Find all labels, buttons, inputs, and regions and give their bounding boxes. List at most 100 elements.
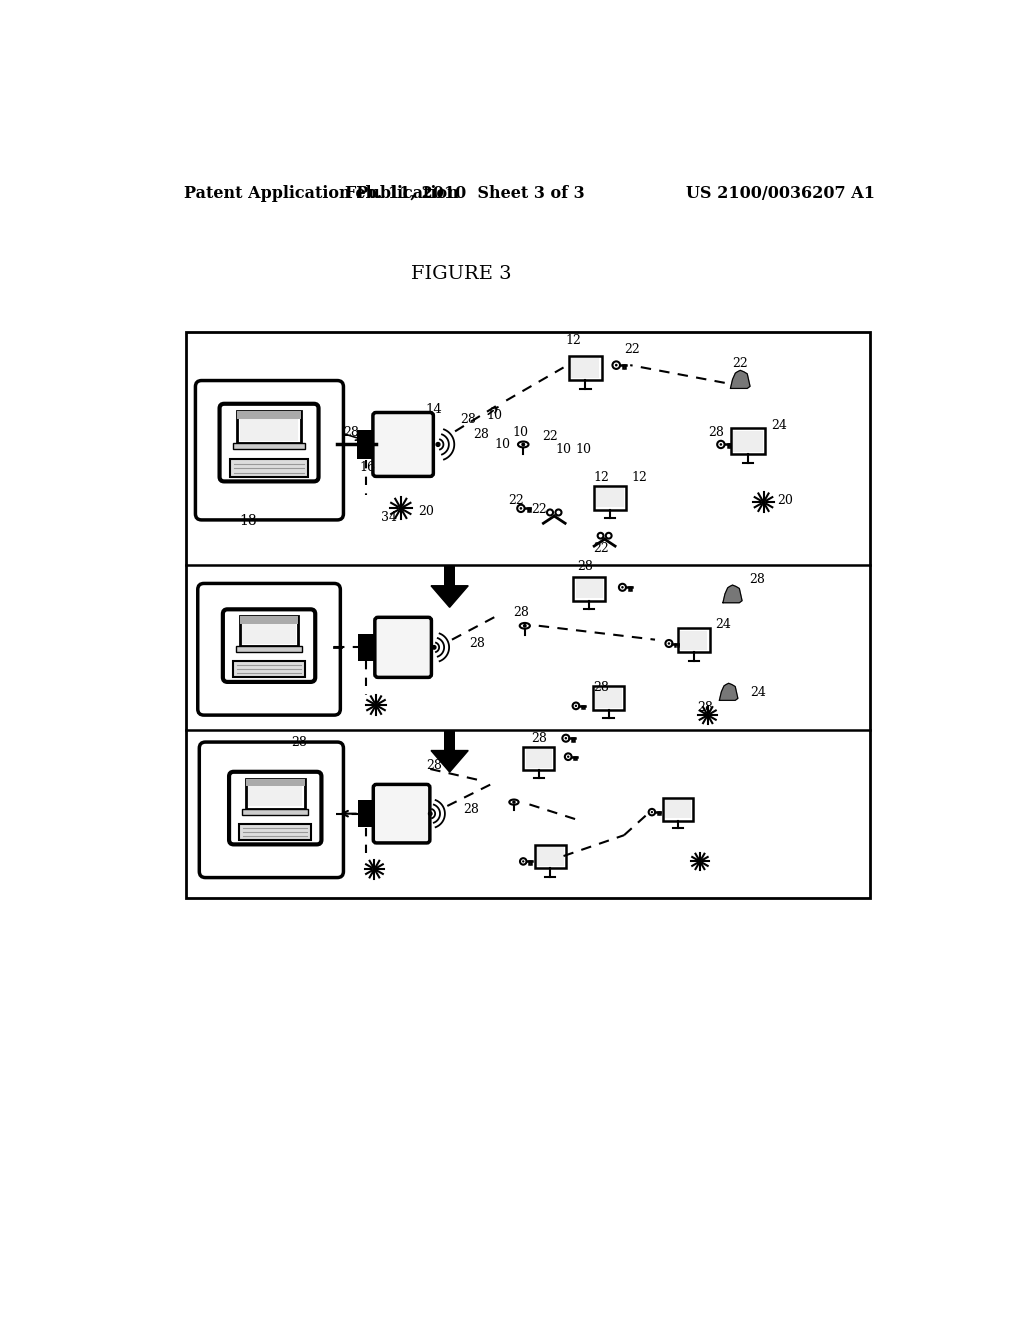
Circle shape — [720, 444, 722, 446]
Text: 22: 22 — [593, 543, 608, 554]
Text: 22: 22 — [531, 503, 547, 516]
Polygon shape — [723, 585, 742, 603]
Bar — [240, 824, 311, 840]
Text: 20: 20 — [419, 506, 434, 517]
Bar — [525, 748, 552, 768]
Bar — [242, 619, 296, 644]
Bar — [678, 628, 710, 652]
Circle shape — [614, 364, 617, 367]
Bar — [444, 565, 455, 586]
Circle shape — [517, 504, 524, 512]
Circle shape — [512, 800, 516, 804]
Circle shape — [555, 510, 561, 516]
Bar — [731, 428, 765, 454]
Text: 28: 28 — [750, 573, 765, 586]
Circle shape — [521, 442, 525, 446]
Text: 10: 10 — [556, 444, 571, 457]
Bar — [358, 634, 374, 661]
FancyBboxPatch shape — [373, 412, 433, 477]
Text: 28: 28 — [291, 737, 306, 750]
Bar — [593, 686, 625, 710]
Text: 16: 16 — [359, 461, 375, 474]
Circle shape — [706, 713, 710, 718]
Polygon shape — [720, 684, 738, 701]
Bar — [523, 747, 554, 770]
Circle shape — [618, 583, 626, 591]
Text: 22: 22 — [508, 494, 523, 507]
Bar — [666, 800, 691, 818]
FancyBboxPatch shape — [229, 772, 322, 845]
Text: 28: 28 — [473, 428, 488, 441]
Circle shape — [574, 705, 578, 708]
Bar — [246, 779, 304, 809]
Circle shape — [547, 510, 553, 516]
Circle shape — [523, 624, 526, 628]
Text: 28: 28 — [343, 426, 359, 440]
Bar — [242, 809, 308, 814]
Text: 10: 10 — [495, 438, 511, 451]
Text: 12: 12 — [632, 471, 647, 484]
Bar — [233, 444, 304, 449]
Circle shape — [436, 442, 440, 446]
Circle shape — [567, 755, 569, 758]
Text: 24: 24 — [751, 685, 766, 698]
Circle shape — [432, 645, 436, 649]
Bar — [597, 488, 624, 507]
Text: 28: 28 — [708, 426, 724, 440]
Bar — [535, 845, 566, 869]
Bar — [680, 631, 708, 649]
Bar — [240, 413, 298, 441]
Text: 28: 28 — [697, 701, 714, 714]
Text: US 2100/0036207 A1: US 2100/0036207 A1 — [686, 185, 874, 202]
Bar — [538, 847, 563, 866]
Bar — [230, 459, 307, 477]
Circle shape — [565, 754, 571, 760]
FancyBboxPatch shape — [374, 784, 430, 843]
Text: Feb. 11, 2010  Sheet 3 of 3: Feb. 11, 2010 Sheet 3 of 3 — [345, 185, 585, 202]
Bar — [186, 331, 869, 898]
Circle shape — [717, 441, 725, 447]
Circle shape — [612, 362, 621, 368]
Bar — [594, 486, 626, 510]
Circle shape — [666, 640, 673, 647]
Bar — [595, 689, 622, 708]
Bar — [358, 800, 374, 828]
Bar — [238, 411, 301, 444]
Polygon shape — [431, 751, 468, 772]
Text: 22: 22 — [624, 343, 640, 356]
Bar — [664, 797, 693, 821]
Text: 28: 28 — [469, 638, 485, 649]
Text: 10: 10 — [512, 426, 528, 440]
Ellipse shape — [520, 623, 529, 628]
Circle shape — [374, 702, 379, 708]
Circle shape — [520, 858, 526, 865]
Text: 22: 22 — [542, 430, 558, 444]
Text: 12: 12 — [593, 471, 609, 484]
Bar — [233, 661, 305, 677]
Text: 14: 14 — [426, 404, 442, 416]
FancyBboxPatch shape — [219, 404, 318, 482]
Text: 10: 10 — [486, 409, 502, 422]
Text: 28: 28 — [460, 413, 475, 425]
Bar — [236, 647, 302, 652]
Circle shape — [519, 507, 522, 510]
Bar — [248, 781, 302, 807]
Bar — [568, 355, 602, 380]
Circle shape — [606, 533, 611, 539]
Bar — [444, 730, 455, 751]
Text: 22: 22 — [732, 358, 749, 370]
Polygon shape — [730, 371, 750, 388]
Circle shape — [697, 859, 702, 863]
Circle shape — [761, 500, 766, 504]
Text: 10: 10 — [575, 444, 591, 457]
Bar — [571, 358, 599, 378]
Circle shape — [564, 737, 567, 739]
Bar — [240, 616, 298, 624]
Bar — [573, 577, 605, 601]
Bar — [238, 411, 301, 418]
Bar — [575, 579, 603, 598]
Text: 28: 28 — [426, 759, 442, 772]
Circle shape — [372, 867, 377, 871]
Circle shape — [668, 643, 671, 644]
Text: 24: 24 — [716, 618, 731, 631]
